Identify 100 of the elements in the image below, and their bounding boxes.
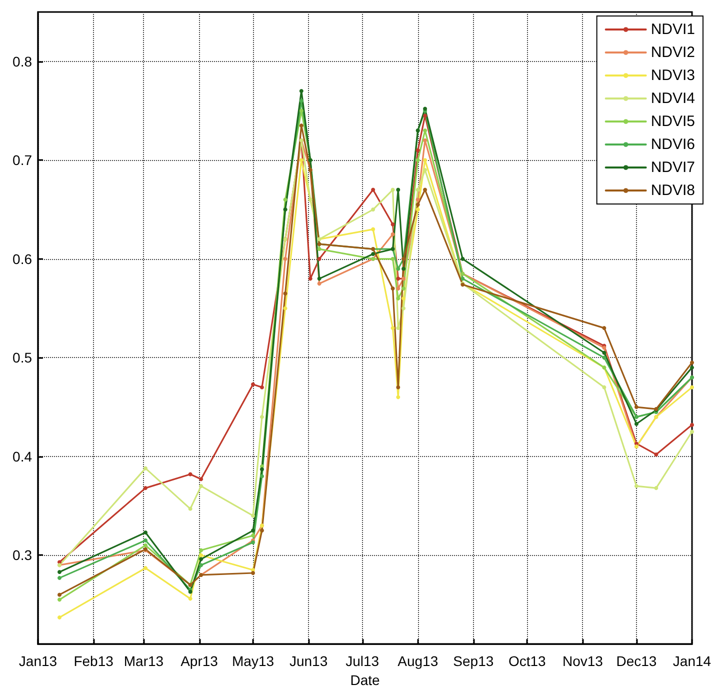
point xyxy=(690,366,694,370)
point xyxy=(199,477,204,482)
point xyxy=(251,514,256,518)
point xyxy=(283,256,288,261)
point xyxy=(58,576,62,580)
point xyxy=(144,543,148,548)
point xyxy=(390,222,395,226)
point xyxy=(634,484,638,488)
point xyxy=(251,533,256,538)
x-tick-label: Jul13 xyxy=(346,653,380,670)
point xyxy=(260,474,264,478)
y-tick-label: 0.8 xyxy=(12,53,32,70)
x-tick-label: Mar13 xyxy=(124,653,164,670)
point xyxy=(460,256,465,261)
point xyxy=(188,596,192,601)
point xyxy=(371,208,376,212)
point xyxy=(402,286,406,291)
point xyxy=(144,538,148,542)
point xyxy=(199,553,204,558)
point xyxy=(416,198,420,202)
point xyxy=(199,484,204,488)
point xyxy=(199,563,204,568)
point xyxy=(634,405,638,410)
point xyxy=(423,114,428,118)
legend-label: NDVI3 xyxy=(650,67,696,84)
point xyxy=(402,266,406,271)
y-tick-label: 0.3 xyxy=(12,547,32,564)
x-tick-label: Feb13 xyxy=(74,653,114,670)
point xyxy=(144,486,148,490)
point xyxy=(423,158,428,162)
point xyxy=(390,286,395,291)
point xyxy=(58,592,62,597)
point xyxy=(260,414,264,419)
y-tick-label: 0.6 xyxy=(12,250,32,267)
point xyxy=(654,452,658,456)
point xyxy=(396,385,400,390)
point xyxy=(460,276,465,281)
point xyxy=(416,208,420,212)
point xyxy=(690,360,694,365)
legend-label: NDVI4 xyxy=(650,90,696,107)
point xyxy=(283,198,288,202)
point xyxy=(260,385,264,390)
point xyxy=(654,486,658,490)
point xyxy=(299,89,304,94)
point xyxy=(416,158,420,162)
x-tick-label: Dec13 xyxy=(616,653,657,670)
x-tick-label: Jan14 xyxy=(672,653,712,670)
point xyxy=(251,570,256,575)
x-tick-label: Apr13 xyxy=(180,653,218,670)
point xyxy=(602,326,606,330)
point xyxy=(299,158,304,162)
point xyxy=(199,557,204,562)
point xyxy=(396,326,400,330)
x-tick-label: Sep13 xyxy=(453,653,494,670)
point xyxy=(188,506,192,511)
legend-label: NDVI1 xyxy=(650,21,696,38)
point xyxy=(144,530,148,534)
point xyxy=(634,422,638,426)
point xyxy=(58,570,62,574)
point xyxy=(390,188,395,192)
point xyxy=(199,548,204,552)
point xyxy=(402,296,406,300)
point xyxy=(58,598,62,602)
point xyxy=(396,395,400,400)
x-axis-title: Date xyxy=(350,672,380,688)
x-tick-label: Oct13 xyxy=(508,653,546,670)
legend-label: NDVI7 xyxy=(650,159,696,176)
point xyxy=(371,188,376,192)
point xyxy=(58,615,62,620)
point xyxy=(602,356,606,360)
legend-label: NDVI2 xyxy=(650,44,696,61)
point xyxy=(299,108,304,113)
point xyxy=(690,422,694,427)
point xyxy=(188,472,192,476)
point xyxy=(416,202,420,207)
point xyxy=(690,385,694,390)
x-tick-label: May13 xyxy=(232,653,274,670)
point xyxy=(371,252,376,256)
point xyxy=(396,286,400,291)
x-tick-label: Jan13 xyxy=(18,653,58,670)
y-tick-label: 0.5 xyxy=(12,350,32,366)
point xyxy=(396,276,400,281)
point xyxy=(283,291,288,296)
point xyxy=(251,528,256,533)
point xyxy=(390,256,395,261)
point xyxy=(423,128,428,133)
x-tick-label: Aug13 xyxy=(398,653,438,670)
point xyxy=(260,528,264,533)
legend-label: NDVI6 xyxy=(650,136,696,153)
point xyxy=(299,98,304,103)
point xyxy=(317,276,322,281)
point xyxy=(602,385,606,390)
point xyxy=(416,148,420,152)
point xyxy=(317,282,322,286)
point xyxy=(416,188,420,192)
point xyxy=(299,124,304,128)
point xyxy=(144,566,148,570)
point xyxy=(602,350,606,355)
y-tick-label: 0.7 xyxy=(12,152,32,168)
point xyxy=(371,227,376,232)
